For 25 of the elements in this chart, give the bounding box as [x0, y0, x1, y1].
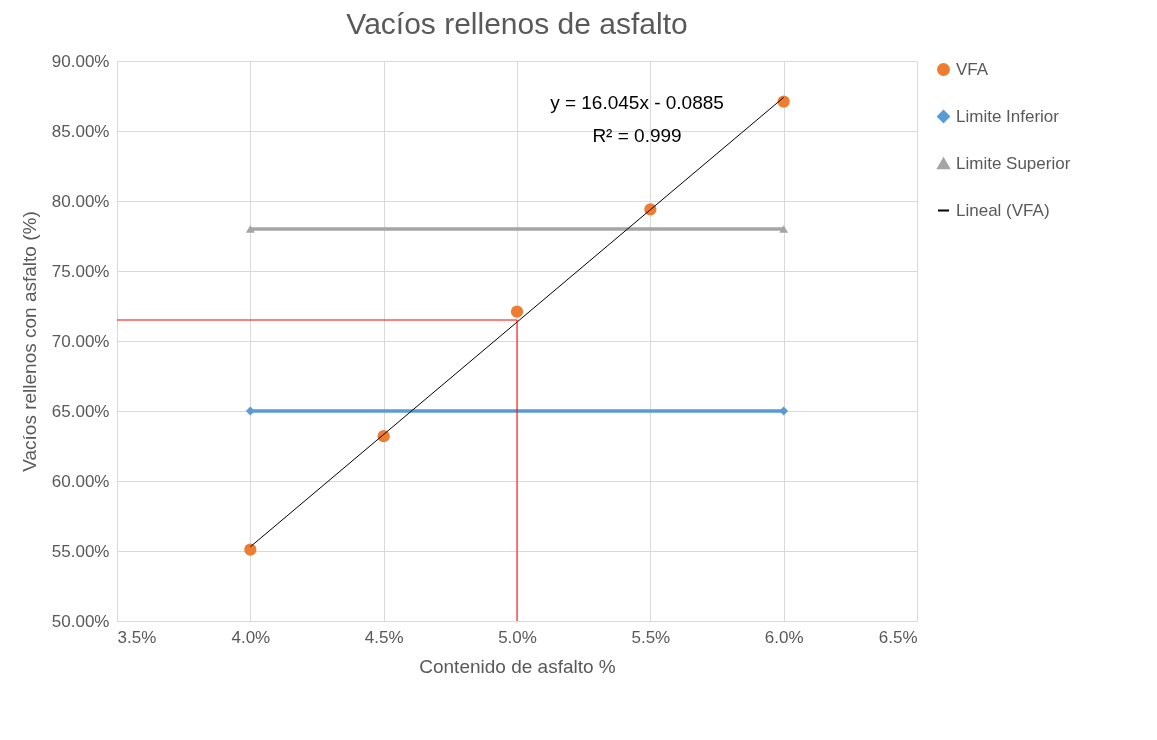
- legend-label: Limite Superior: [956, 153, 1071, 173]
- y-tick-label: 85.00%: [51, 121, 110, 141]
- y-tick-label: 65.00%: [51, 401, 110, 421]
- legend-label: VFA: [956, 59, 989, 79]
- legend-label: Lineal (VFA): [956, 200, 1050, 220]
- legend-label: Limite Inferior: [956, 106, 1060, 126]
- x-tick-label: 3.5%: [117, 627, 157, 647]
- y-tick-label: 70.00%: [51, 331, 110, 351]
- y-tick-label: 80.00%: [51, 191, 110, 211]
- y-tick-label: 55.00%: [51, 541, 110, 561]
- annotation: R² = 0.999: [592, 125, 682, 146]
- x-tick-label: 6.0%: [764, 627, 804, 647]
- y-tick-label: 50.00%: [51, 611, 110, 631]
- x-tick-label: 5.0%: [498, 627, 537, 647]
- x-tick-label: 4.5%: [364, 627, 404, 647]
- annotation: y = 16.045x - 0.0885: [550, 92, 724, 113]
- x-tick-label: 5.5%: [631, 627, 671, 647]
- x-tick-label: 4.0%: [231, 627, 271, 647]
- y-tick-label: 90.00%: [51, 51, 110, 71]
- y-tick-label: 75.00%: [51, 261, 110, 281]
- chart-title: Vacíos rellenos de asfalto: [346, 7, 688, 40]
- x-tick-label: 6.5%: [878, 627, 918, 647]
- y-tick-label: 60.00%: [51, 471, 110, 491]
- x-axis-title: Contenido de asfalto %: [419, 655, 616, 677]
- y-axis-title: Vacíos rellenos con asfalto (%): [18, 211, 40, 472]
